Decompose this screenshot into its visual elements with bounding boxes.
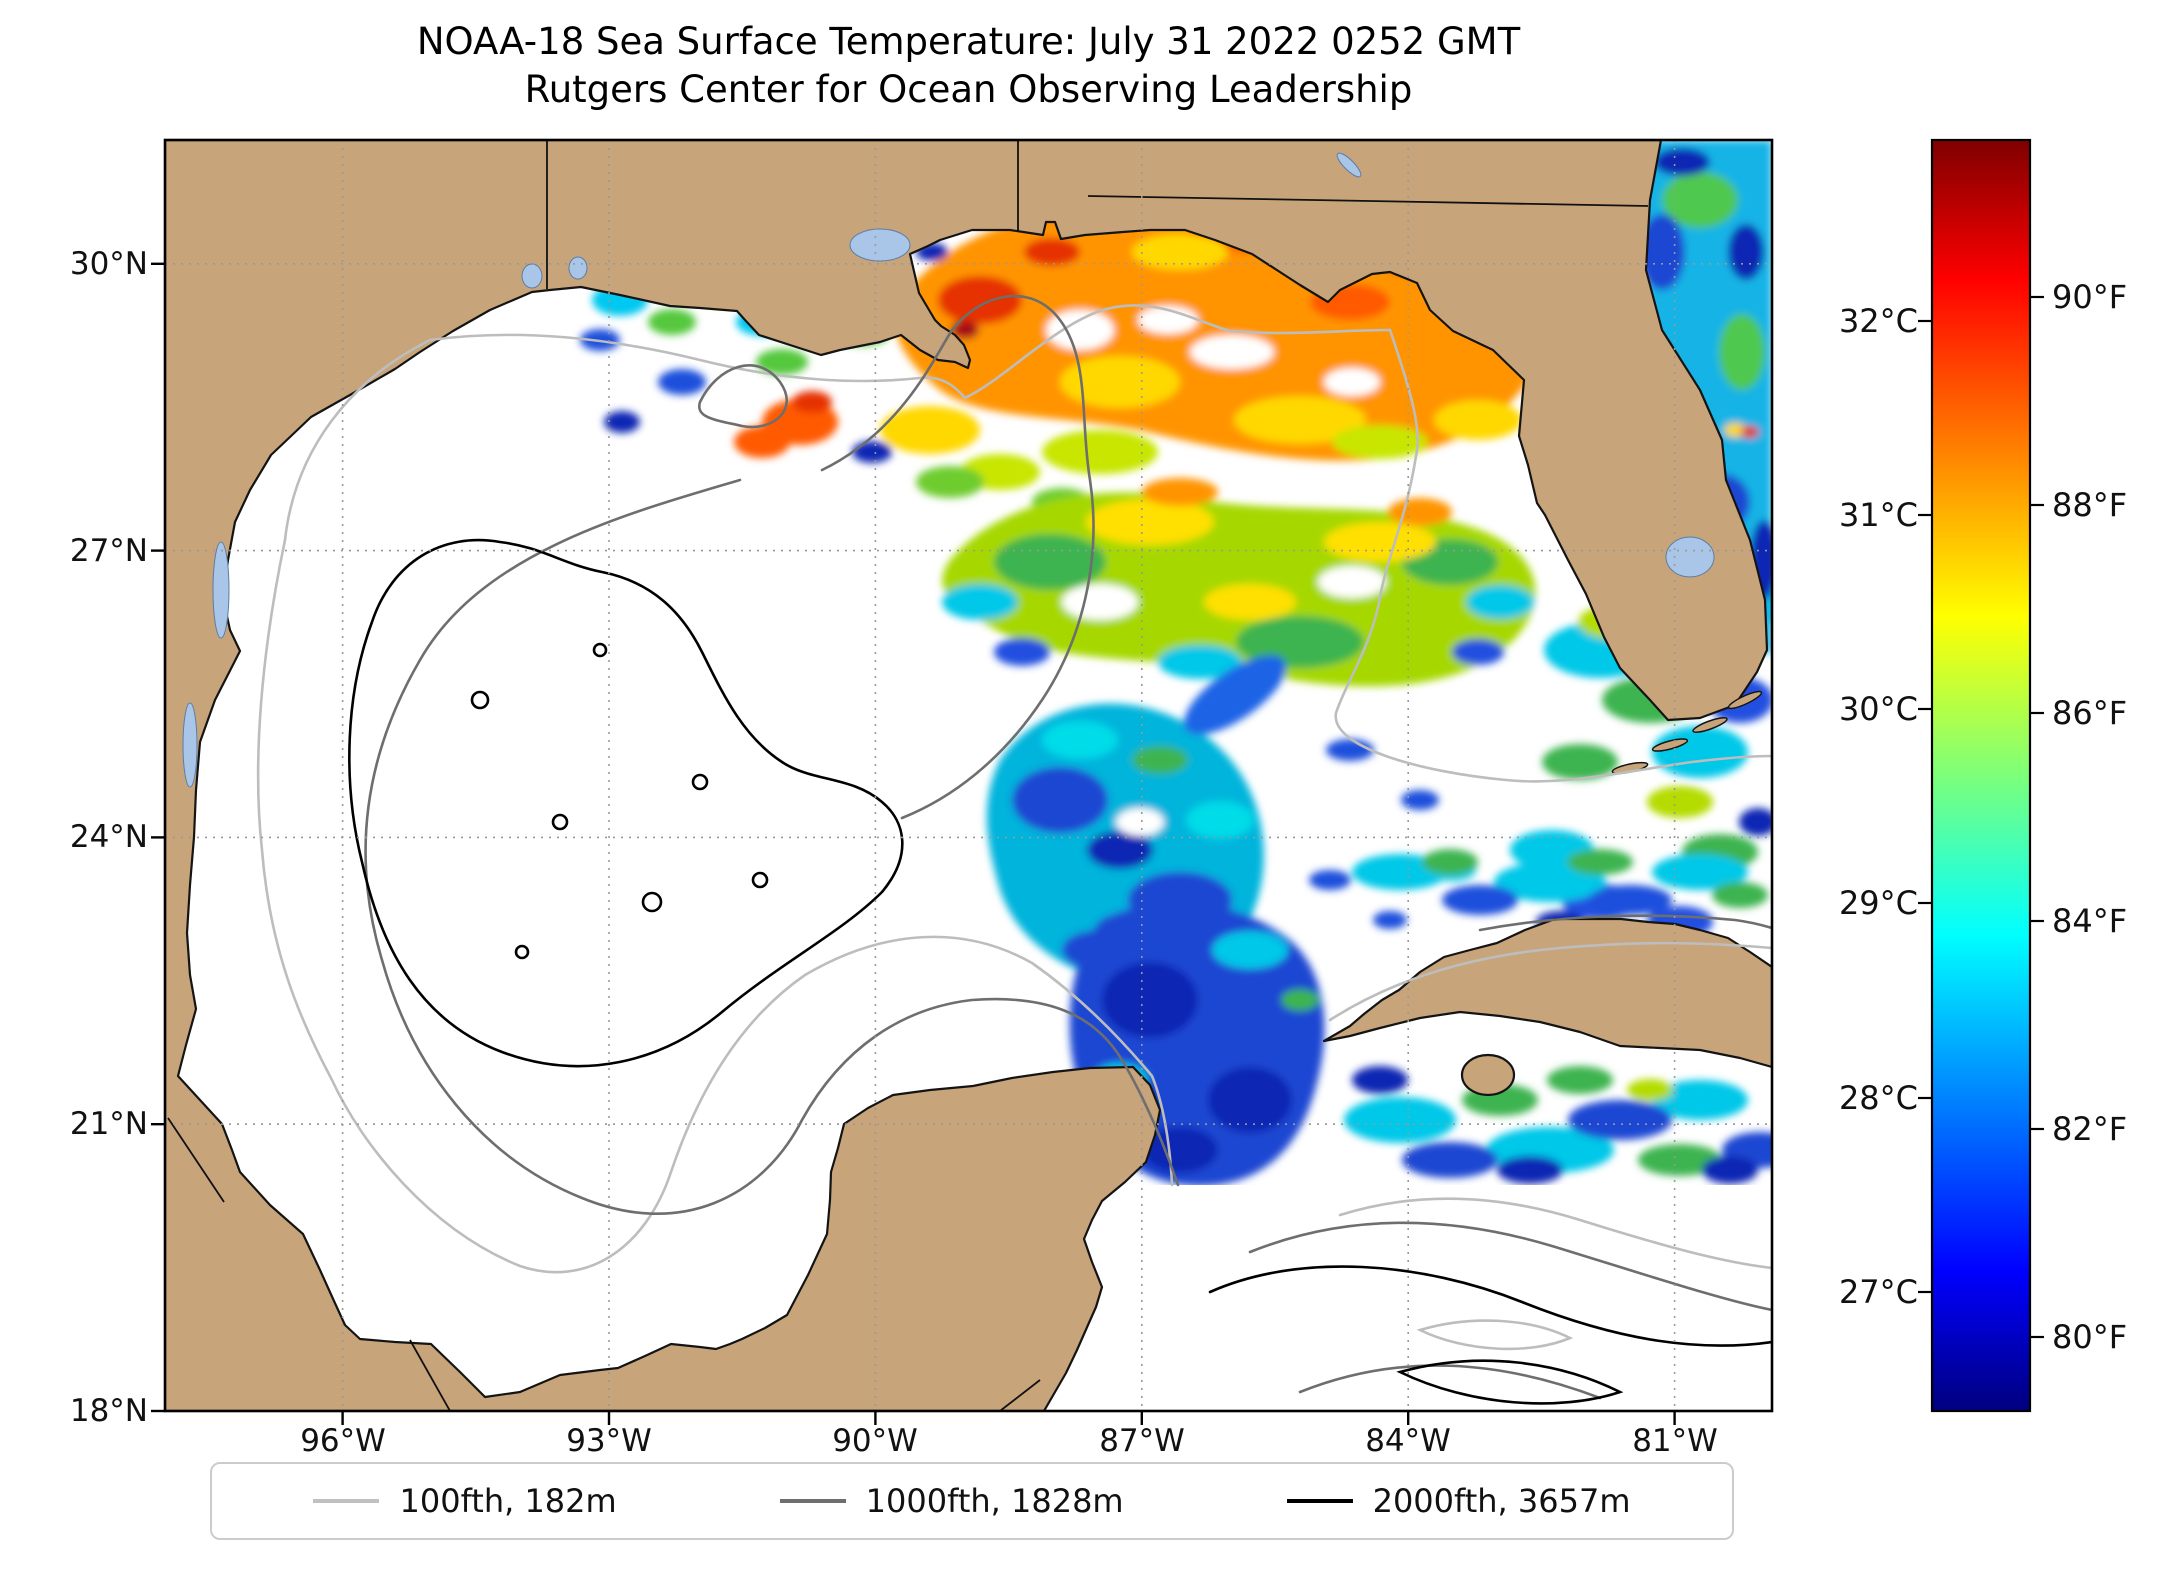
legend-line-100fth xyxy=(313,1499,380,1503)
lake-calcasieu xyxy=(568,256,588,280)
land-mainland xyxy=(165,140,1769,1411)
legend-label: 1000fth, 1828m xyxy=(865,1482,1124,1520)
lat-tick-label: 27°N xyxy=(69,533,148,569)
colorbar-fahrenheit-label: 90°F xyxy=(2052,278,2128,316)
colorbar-celsius-label: 31°C xyxy=(1838,496,1918,534)
land-cuba xyxy=(1322,917,1772,1069)
colorbar-celsius-label: 29°C xyxy=(1838,884,1918,922)
lat-tick-label: 18°N xyxy=(69,1393,148,1429)
figure-title: NOAA-18 Sea Surface Temperature: July 31… xyxy=(416,20,1521,63)
legend-item: 1000fth, 1828m xyxy=(779,1482,1124,1520)
lon-tick-label: 87°W xyxy=(1099,1423,1185,1459)
colorbar-ticks-fahrenheit xyxy=(2030,295,2044,1339)
lat-tick-label: 24°N xyxy=(69,819,148,855)
colorbar-fahrenheit-label: 84°F xyxy=(2052,902,2128,940)
borders-layer xyxy=(167,140,1649,1411)
legend-label: 2000fth, 3657m xyxy=(1372,1482,1631,1520)
legend-item: 2000fth, 3657m xyxy=(1286,1482,1631,1520)
colorbar-gradient xyxy=(1930,138,2032,1413)
contour-100fth xyxy=(256,304,1772,1351)
lon-tick-label: 96°W xyxy=(300,1423,386,1459)
figure-subtitle: Rutgers Center for Ocean Observing Leade… xyxy=(524,68,1413,111)
axis-ticks xyxy=(151,262,1676,1425)
lon-tick-label: 81°W xyxy=(1632,1423,1718,1459)
legend-label: 100fth, 182m xyxy=(399,1482,617,1520)
colorbar-ticks-celsius xyxy=(1918,319,1932,1294)
land-isla-juventud xyxy=(1460,1053,1516,1097)
colorbar-fahrenheit-label: 88°F xyxy=(2052,486,2128,524)
land-layer xyxy=(165,140,1772,1411)
lon-tick-label: 90°W xyxy=(832,1423,918,1459)
colorbar-celsius-label: 32°C xyxy=(1838,302,1918,340)
contour-1000fth xyxy=(364,294,1772,1400)
lakes-layer xyxy=(182,152,1715,788)
swath-cutoff xyxy=(1075,1185,1772,1335)
colorbar-celsius-label: 28°C xyxy=(1838,1079,1918,1117)
legend: 100fth, 182m 1000fth, 1828m 2000fth, 365… xyxy=(210,1462,1734,1540)
colorbar-fahrenheit-label: 80°F xyxy=(2052,1318,2128,1356)
map-frame xyxy=(163,138,1774,1413)
contour-2000fth xyxy=(348,538,1772,1405)
colorbar-celsius-label: 27°C xyxy=(1838,1273,1918,1311)
lake-okeechobee xyxy=(1665,536,1715,578)
colorbar-celsius-label: 30°C xyxy=(1838,690,1918,728)
colorbar xyxy=(1918,138,2044,1413)
lake-pontchartrain xyxy=(849,228,911,262)
lake-sabine xyxy=(521,263,543,289)
colorbar-fahrenheit-label: 82°F xyxy=(2052,1110,2128,1148)
laguna-madre-mexico xyxy=(182,702,198,788)
lon-tick-label: 84°W xyxy=(1365,1423,1451,1459)
legend-line-2000fth xyxy=(1286,1499,1353,1503)
lat-tick-label: 30°N xyxy=(69,246,148,282)
legend-item: 100fth, 182m xyxy=(313,1482,617,1520)
lat-tick-label: 21°N xyxy=(69,1106,148,1142)
land-florida-keys xyxy=(1611,690,1763,775)
legend-line-1000fth xyxy=(779,1499,846,1503)
river-sliver xyxy=(1336,152,1362,178)
colorbar-fahrenheit-label: 86°F xyxy=(2052,694,2128,732)
lon-tick-label: 93°W xyxy=(566,1423,652,1459)
laguna-madre-texas xyxy=(212,541,230,639)
